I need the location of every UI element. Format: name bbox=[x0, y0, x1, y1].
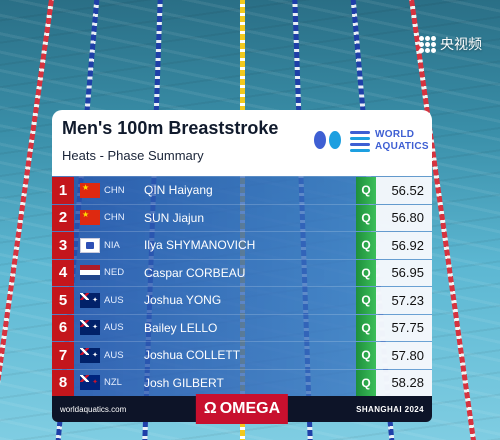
finish-time: 56.80 bbox=[376, 204, 432, 231]
country-code: CHN bbox=[104, 212, 125, 224]
rank-badge: 2 bbox=[52, 204, 74, 231]
finish-time: 57.80 bbox=[376, 342, 432, 369]
rank-badge: 1 bbox=[52, 177, 74, 204]
phase-subtitle: Heats - Phase Summary bbox=[62, 148, 204, 163]
aus-flag-icon bbox=[80, 292, 100, 308]
rank-badge: 4 bbox=[52, 259, 74, 286]
rank-badge: 7 bbox=[52, 342, 74, 369]
event-title: Men's 100m Breaststroke bbox=[62, 118, 279, 138]
country-code: CHN bbox=[104, 184, 125, 196]
rank-badge: 5 bbox=[52, 287, 74, 314]
table-row: 7 AUS Joshua COLLETT Q57.80 bbox=[52, 341, 432, 369]
nia-flag-icon bbox=[80, 237, 100, 253]
org-logo-line2: AQUATICS bbox=[375, 141, 429, 152]
chn-flag-icon bbox=[80, 182, 100, 198]
website-label: worldaquatics.com bbox=[60, 404, 127, 414]
country-code: NIA bbox=[104, 239, 120, 251]
athlete-name: QIN Haiyang bbox=[144, 183, 213, 198]
table-row: 4 NED Caspar CORBEAU Q 56.95 bbox=[52, 258, 432, 286]
broadcaster-icon bbox=[419, 35, 436, 53]
org-logo-line1: WORLD bbox=[375, 129, 415, 140]
aus-flag-icon bbox=[80, 320, 100, 336]
qualified-badge: Q bbox=[356, 369, 376, 396]
broadcaster-logo: 央视频 bbox=[419, 34, 482, 54]
qualified-badge: Q bbox=[356, 342, 376, 369]
qualified-badge: Q bbox=[356, 314, 376, 341]
results-panel: Men's 100m Breaststroke Heats - Phase Su… bbox=[52, 110, 432, 424]
athlete-name: Josh GILBERT bbox=[144, 375, 224, 390]
athlete-name: Ilya SHYMANOVICH bbox=[144, 238, 256, 253]
country-code: NED bbox=[104, 267, 125, 279]
qualified-badge: Q bbox=[356, 287, 376, 314]
aus-flag-icon bbox=[80, 347, 100, 363]
table-row: 3 NIA Ilya SHYMANOVICH Q 56.92 bbox=[52, 231, 432, 259]
country-code: AUS bbox=[104, 322, 124, 334]
rank-badge: 8 bbox=[52, 369, 74, 396]
event-location: SHANGHAI 2024 bbox=[356, 404, 424, 414]
results-footer: worldaquatics.com Ω OMEGA SHANGHAI 2024 bbox=[52, 394, 432, 424]
table-row: 5 AUS Joshua YONG Q57.23 bbox=[52, 286, 432, 314]
chn-flag-icon bbox=[80, 210, 100, 226]
results-header: Men's 100m Breaststroke Heats - Phase Su… bbox=[52, 110, 432, 176]
qualified-badge: Q bbox=[356, 232, 376, 259]
qualified-badge: Q bbox=[356, 204, 376, 231]
world-aquatics-wave-icon bbox=[350, 129, 370, 153]
finish-time: 56.95 bbox=[376, 259, 432, 286]
rank-badge: 6 bbox=[52, 314, 74, 341]
table-row: 2 CHN SUN Jiajun Q56.80 bbox=[52, 203, 432, 231]
finish-time: 56.92 bbox=[376, 232, 432, 259]
qualified-badge: Q bbox=[356, 177, 376, 204]
broadcaster-logo-text: 央视频 bbox=[440, 36, 482, 52]
sponsor-logo: Ω OMEGA bbox=[195, 394, 289, 424]
nzl-flag-icon bbox=[80, 375, 100, 391]
athlete-name: Joshua COLLETT bbox=[144, 348, 241, 363]
world-aquatics-logo: WORLD AQUATICS bbox=[350, 129, 429, 153]
rank-badge: 3 bbox=[52, 232, 74, 259]
table-row: 1 CHN QIN Haiyang Q56.52 bbox=[52, 176, 432, 204]
country-code: AUS bbox=[104, 349, 124, 361]
table-row: 6 AUS Bailey LELLO Q57.75 bbox=[52, 313, 432, 341]
ned-flag-icon bbox=[80, 265, 100, 281]
finish-time: 58.28 bbox=[376, 369, 432, 396]
world-aquatics-circles-icon bbox=[314, 131, 341, 149]
finish-time: 56.52 bbox=[376, 177, 432, 204]
athlete-name: Bailey LELLO bbox=[144, 320, 218, 335]
finish-time: 57.23 bbox=[376, 287, 432, 314]
athlete-name: Caspar CORBEAU bbox=[144, 265, 246, 280]
table-row: 8 NZL Josh GILBERT Q58.28 bbox=[52, 368, 432, 396]
country-code: AUS bbox=[104, 294, 124, 306]
sponsor-name: OMEGA bbox=[219, 400, 281, 417]
omega-icon: Ω bbox=[203, 400, 217, 417]
athlete-name: Joshua YONG bbox=[144, 293, 222, 308]
qualified-badge: Q bbox=[356, 259, 376, 286]
athlete-name: SUN Jiajun bbox=[144, 210, 205, 225]
finish-time: 57.75 bbox=[376, 314, 432, 341]
country-code: NZL bbox=[104, 377, 122, 389]
